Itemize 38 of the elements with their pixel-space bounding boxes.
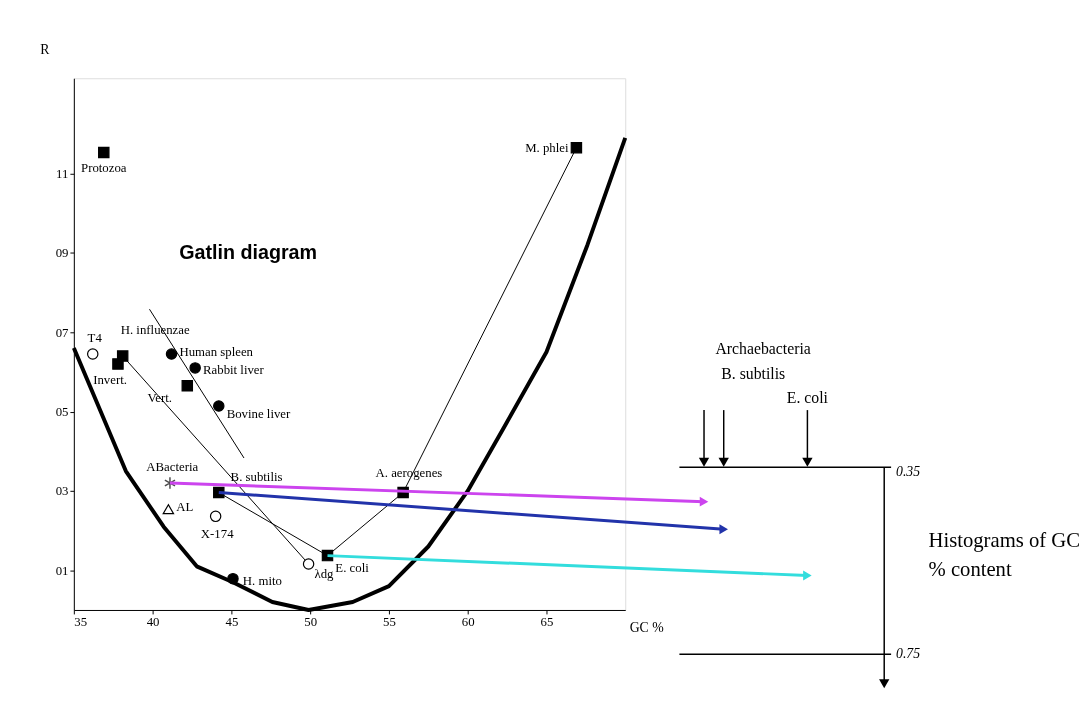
annotation: λdg	[314, 566, 335, 581]
annotation: Protozoa	[81, 161, 127, 176]
x-axis-title: GC %	[629, 620, 664, 636]
y-tick-label: 05	[55, 405, 69, 420]
x-tick-label: 65	[540, 615, 554, 630]
text: B. subtilis	[721, 364, 786, 382]
annotation: X-174	[200, 526, 235, 541]
y-tick-label: 03	[55, 484, 69, 499]
y-axis-title: R	[40, 42, 51, 58]
y-tick-label: 07	[55, 325, 70, 340]
y-tick-label: 09	[55, 246, 69, 261]
y-tick-label: 01	[55, 563, 69, 578]
annotation: T4	[87, 331, 103, 346]
annotation: B. subtilis	[230, 469, 283, 484]
x-tick-label: 60	[461, 615, 475, 630]
x-tick-label: 40	[146, 615, 160, 630]
annotation: E. coli	[335, 561, 370, 576]
x-tick-label: 50	[304, 615, 318, 630]
x-tick-label: 35	[74, 615, 88, 630]
annotation: Rabbit liver	[203, 362, 265, 377]
x-tick-label: 45	[225, 615, 239, 630]
y-tick-label: 11	[56, 166, 69, 181]
annotation: H. mito	[242, 573, 282, 588]
annotation: Bovine liver	[226, 406, 292, 421]
text: 0.35	[896, 464, 921, 480]
annotation: M. phlei	[525, 140, 569, 155]
text: E. coli	[786, 389, 829, 407]
annotation: H. influenzae	[120, 323, 190, 338]
text: 0.75	[896, 646, 921, 662]
annotation: Invert.	[93, 372, 127, 387]
annotation: AL	[176, 500, 194, 515]
text: Archaebacteria	[715, 339, 811, 357]
annotation: Human spleen	[179, 345, 254, 360]
x-tick-label: 55	[383, 615, 396, 630]
text: Gatlin diagram	[179, 241, 318, 264]
annotation: Vert.	[147, 390, 172, 405]
annotation: ABacteria	[146, 460, 199, 475]
text: Histograms of GC % content	[928, 528, 1080, 580]
